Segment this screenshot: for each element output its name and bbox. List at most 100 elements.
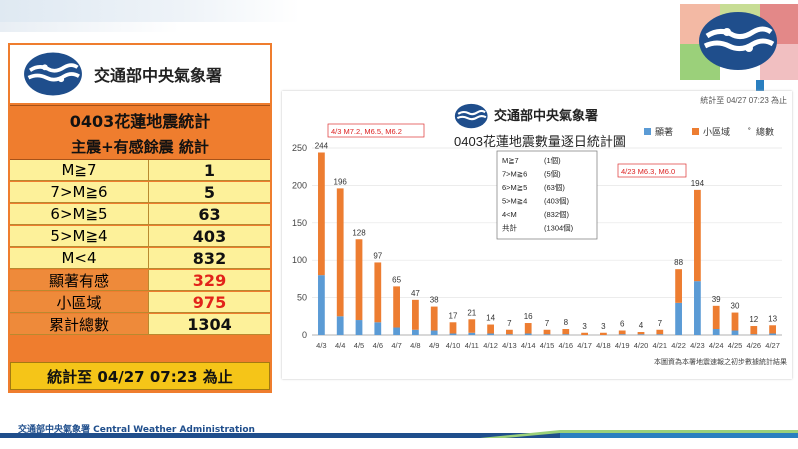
magnitude-box-content: M≧7 (1個) 7>M≧6 (5個) 6>M≧5 (63個) 5>M≧4 (403個) 4<M…: [502, 155, 574, 233]
chart-axes: 0 50 100 150 200 250 4/3 4/4 4/5 4/6 4/7 4/8 4/9 4/10…: [292, 143, 782, 350]
x-tick-label: 4/12: [483, 341, 498, 350]
bar-segment-significant: [430, 330, 438, 335]
bar-segment-significant: [355, 320, 363, 335]
stats-row: 7>M≧6 5: [10, 182, 270, 203]
bar-segment-significant: [562, 334, 570, 335]
cwa-logo-icon: [24, 52, 82, 96]
annotation-box: [327, 123, 425, 138]
footer-org-text: 交通部中央氣象署 Central Weather Administration: [18, 425, 255, 435]
bar-segment-small-area: [355, 239, 363, 321]
y-tick-label: 0: [302, 330, 307, 340]
stats-subtitle: 主震+有感餘震 統計: [10, 134, 270, 160]
bar-segment-small-area: [449, 322, 457, 334]
bar-segment-significant: [694, 281, 701, 335]
bar-segment-significant: [750, 334, 758, 335]
stats-title: 0403花蓮地震統計: [10, 105, 270, 135]
bar-total-label: 12: [749, 315, 758, 324]
stats-header: 交通部中央氣象署: [10, 45, 270, 103]
x-tick-label: 4/19: [615, 341, 630, 350]
x-tick-label: 4/21: [652, 341, 667, 350]
bar-segment-small-area: [543, 329, 551, 335]
annotation-text: 4/3 M7.2, M6.5, M6.2: [331, 127, 402, 136]
bar-segment-small-area: [524, 323, 532, 334]
bar-segment-significant: [318, 275, 325, 335]
top-decor-band-2: [0, 22, 180, 32]
magnitude-box-label: 7>M≧6: [502, 170, 527, 179]
magnitude-box-count: (403個): [544, 196, 570, 206]
bar-total-label: 65: [392, 275, 401, 284]
stats-row-value: 832: [149, 248, 270, 269]
legend-swatch-small-area: [692, 128, 699, 135]
stats-row-value: 403: [149, 226, 270, 247]
bar-segment-small-area: [600, 332, 607, 335]
magnitude-box-label: 6>M≧5: [502, 183, 527, 192]
bar-segment-small-area: [731, 312, 739, 331]
stats-footer: 統計至 04/27 07:23 為止: [10, 362, 270, 390]
bar-segment-significant: [506, 334, 513, 335]
x-tick-label: 4/25: [728, 341, 743, 350]
bar-total-label: 3: [582, 322, 587, 331]
bar-segment-small-area: [750, 326, 758, 335]
x-tick-label: 4/7: [391, 341, 401, 350]
bar-total-label: 47: [411, 289, 420, 298]
bar-segment-significant: [731, 330, 739, 335]
annotation-text: 4/23 M6.3, M6.0: [621, 167, 675, 176]
bar-segment-small-area: [336, 188, 344, 317]
y-tick-label: 200: [292, 180, 307, 190]
bar-segment-significant: [637, 334, 645, 335]
stats-row-value: 975: [149, 292, 270, 313]
y-tick-label: 100: [292, 255, 307, 265]
magnitude-box-count: (5個): [544, 169, 561, 179]
stats-row: 累計總數 1304: [10, 314, 270, 335]
chart-logo-icon: [454, 103, 488, 129]
stats-row-label: 顯著有感: [10, 270, 149, 291]
bar-segment-small-area: [712, 305, 720, 330]
legend-label-significant: 顯著: [655, 126, 673, 137]
stats-row-value: 5: [149, 182, 270, 203]
stats-row: M<4 832: [10, 248, 270, 269]
x-tick-label: 4/18: [596, 341, 611, 350]
bar-total-label: 128: [352, 228, 366, 237]
stats-row-label: 5>M≧4: [10, 226, 149, 247]
org-name: 交通部中央氣象署: [94, 66, 223, 85]
chart-timestamp: 統計至 04/27 07:23 為止: [700, 95, 787, 105]
bar-total-label: 17: [449, 311, 458, 320]
bar-total-label: 21: [467, 308, 476, 317]
x-tick-label: 4/8: [410, 341, 420, 350]
bar-segment-small-area: [694, 189, 701, 282]
bar-segment-small-area: [468, 319, 476, 333]
x-tick-label: 4/16: [558, 341, 573, 350]
bar-total-label: 8: [564, 318, 569, 327]
x-tick-label: 4/4: [335, 341, 345, 350]
magnitude-box-label: 4<M: [502, 210, 517, 219]
bar-segment-significant: [618, 334, 626, 335]
bar-segment-small-area: [393, 286, 400, 328]
stats-row: 小區域 975: [10, 292, 270, 313]
x-tick-label: 4/5: [354, 341, 364, 350]
bar-total-label: 39: [712, 295, 721, 304]
bar-total-label: 16: [524, 312, 533, 321]
bar-segment-significant: [336, 316, 344, 335]
stats-row-value: 329: [149, 270, 270, 291]
bar-segment-significant: [769, 333, 776, 335]
x-tick-label: 4/24: [709, 341, 724, 350]
bar-total-label: 3: [601, 322, 606, 331]
x-tick-label: 4/15: [540, 341, 555, 350]
stats-row: 5>M≧4 403: [10, 226, 270, 247]
bar-total-label: 7: [507, 319, 512, 328]
stats-row-value: 63: [149, 204, 270, 225]
x-tick-label: 4/26: [746, 341, 761, 350]
legend-swatch-significant: [644, 128, 651, 135]
magnitude-box-label: 5>M≧4: [502, 197, 527, 206]
magnitude-box-count: (1個): [544, 155, 561, 165]
chart-panel: 交通部中央氣象署 0403花蓮地震數量逐日統計圖 統計至 04/27 07:23…: [282, 91, 792, 379]
bar-segment-significant: [543, 334, 551, 335]
bar-segment-significant: [468, 332, 476, 335]
bar-segment-significant: [675, 302, 682, 335]
x-tick-label: 4/22: [671, 341, 686, 350]
x-tick-label: 4/13: [502, 341, 517, 350]
chart-title: 0403花蓮地震數量逐日統計圖: [454, 134, 626, 149]
cwa-logo-icon: [699, 12, 777, 70]
stats-table: 交通部中央氣象署 0403花蓮地震統計 主震+有感餘震 統計 M≧7 1 7>M…: [8, 43, 272, 393]
